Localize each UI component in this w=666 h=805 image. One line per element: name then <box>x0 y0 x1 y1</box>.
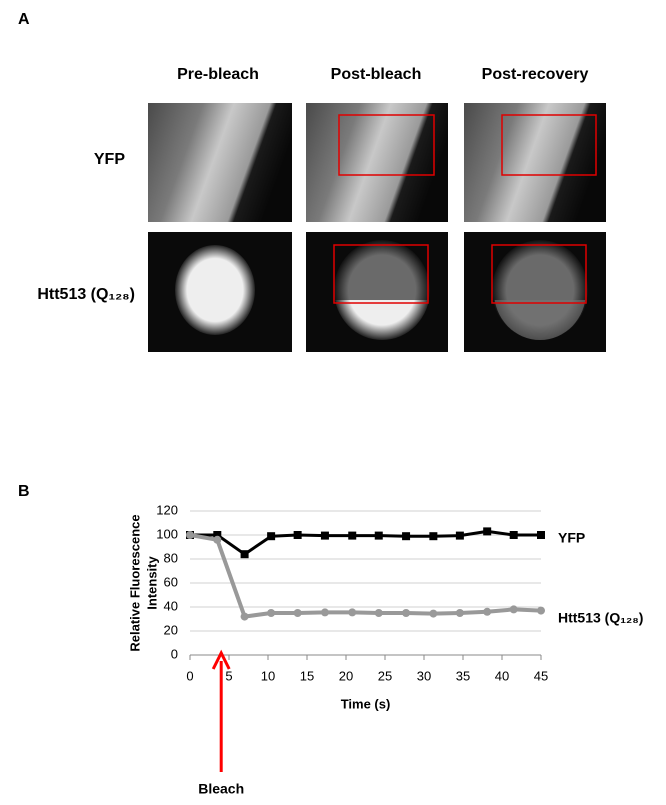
x-tick-label: 30 <box>417 668 431 683</box>
marker <box>267 609 276 617</box>
annotation-label: Bleach <box>198 781 244 797</box>
marker <box>429 609 438 618</box>
panel-label: A <box>18 11 30 28</box>
x-tick-label: 5 <box>225 668 232 683</box>
marker <box>374 609 383 617</box>
column-label: Pre-bleach <box>177 66 259 83</box>
series-line <box>189 533 542 619</box>
x-axis-label: Time (s) <box>341 696 391 711</box>
marker <box>267 532 276 541</box>
marker <box>320 608 329 617</box>
panel-label: B <box>18 483 30 500</box>
x-tick-label: 10 <box>261 668 275 683</box>
x-tick-label: 0 <box>186 668 193 683</box>
x-tick-label: 15 <box>300 668 314 683</box>
x-tick-label: 45 <box>534 668 548 683</box>
x-tick-label: 40 <box>495 668 509 683</box>
marker <box>374 531 383 540</box>
y-tick-label: 60 <box>164 574 178 589</box>
marker <box>213 535 222 544</box>
column-label: Post-recovery <box>482 66 589 83</box>
marker <box>509 605 518 614</box>
marker <box>429 532 438 541</box>
marker <box>348 531 357 540</box>
marker <box>320 531 329 540</box>
legend-label: Htt513 (Q₁₂₈) <box>558 609 643 625</box>
marker <box>537 606 545 615</box>
y-tick-label: 20 <box>164 622 178 637</box>
micrographs <box>148 103 606 352</box>
column-label: Post-bleach <box>331 66 422 83</box>
y-tick-label: 100 <box>156 526 178 541</box>
marker <box>509 531 518 539</box>
marker <box>455 531 464 540</box>
annotation-arrowhead <box>211 649 231 670</box>
marker <box>455 609 464 617</box>
y-tick-label: 0 <box>171 646 178 661</box>
x-tick-label: 35 <box>456 668 470 683</box>
y-tick-label: 40 <box>164 598 178 613</box>
marker <box>240 550 249 559</box>
series-line <box>190 529 541 556</box>
y-tick-label: 80 <box>164 550 178 565</box>
y-axis-label: Relative Fluorescence <box>127 514 142 651</box>
x-tick-label: 20 <box>339 668 353 683</box>
row-label: Htt513 (Q₁₂₈) <box>37 286 135 303</box>
marker <box>402 532 411 541</box>
marker <box>483 607 492 616</box>
marker <box>240 612 249 621</box>
marker <box>402 609 411 617</box>
marker <box>293 609 302 617</box>
marker <box>213 531 222 539</box>
legend-label: YFP <box>558 530 585 546</box>
marker <box>537 531 545 539</box>
marker <box>348 608 357 617</box>
x-tick-label: 25 <box>378 668 392 683</box>
marker <box>483 527 492 536</box>
row-label: YFP <box>94 151 125 168</box>
y-tick-label: 120 <box>156 502 178 517</box>
marker <box>293 531 302 539</box>
marker <box>186 531 194 539</box>
y-axis-label: Intensity <box>144 556 159 610</box>
